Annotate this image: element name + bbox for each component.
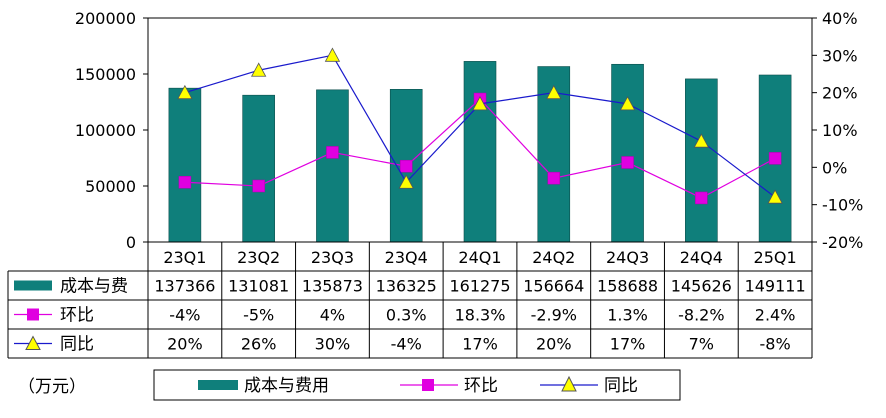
legend-marker <box>561 375 577 392</box>
left-tick-label: 100000 <box>75 121 136 140</box>
legend-swatch <box>198 380 238 390</box>
table-cell: 4% <box>320 306 345 325</box>
row-label: 同比 <box>60 335 94 355</box>
bars-layer <box>168 61 792 243</box>
table-cell: -2.9% <box>531 306 577 325</box>
point-同比-25Q1 <box>767 189 783 204</box>
point-环比-23Q2 <box>252 179 265 193</box>
point-同比-23Q3 <box>324 47 341 62</box>
table-cell: -4% <box>391 335 422 354</box>
legend: 成本与费用 环比 同比 <box>153 369 681 401</box>
bar-24Q3 <box>611 63 644 243</box>
point-环比-24Q3 <box>621 156 634 169</box>
bar-24Q1 <box>463 61 497 243</box>
point-环比-23Q1 <box>178 176 192 189</box>
table-cell: 149111 <box>745 277 806 296</box>
table-cell: 30% <box>315 335 351 354</box>
axes-layer: 0 50000 100000 150000 200000 -20% -10% 0% 10% 20%… <box>75 9 863 252</box>
left-tick-label: 50000 <box>85 177 136 196</box>
category-label: 23Q4 <box>385 248 428 267</box>
category-label: 25Q1 <box>754 248 797 267</box>
left-tick-label: 200000 <box>75 9 136 28</box>
table-cell: 131081 <box>228 277 289 296</box>
table-cell: 156664 <box>523 277 584 296</box>
point-同比-24Q2 <box>546 84 562 100</box>
right-tick-label: -20% <box>822 233 863 252</box>
point-同比-24Q3 <box>619 96 636 111</box>
table-cell: 158688 <box>597 277 658 296</box>
left-tick-label: 150000 <box>75 65 136 84</box>
row-key-swatch <box>14 280 52 291</box>
table-cell: 17% <box>462 335 498 354</box>
row-key-marker <box>25 335 41 350</box>
bar-23Q1 <box>168 87 202 243</box>
legend-label: 环比 <box>464 376 498 396</box>
bar-24Q4 <box>685 78 718 243</box>
legend-box <box>153 369 681 401</box>
category-label: 24Q4 <box>680 248 723 267</box>
point-环比-24Q2 <box>547 171 561 185</box>
unit-note: （万元） <box>18 377 86 397</box>
category-label: 23Q1 <box>163 248 206 267</box>
table-cell: 7% <box>689 335 714 354</box>
table-cell: 161275 <box>449 277 510 296</box>
right-tick-label: -10% <box>822 196 863 215</box>
table-cell: 135873 <box>302 277 363 296</box>
point-同比-23Q2 <box>250 62 267 77</box>
point-环比-23Q3 <box>326 146 339 159</box>
category-label: 24Q1 <box>458 248 501 267</box>
left-tick-label: 0 <box>126 233 136 252</box>
table-cell: 17% <box>610 335 646 354</box>
point-环比-25Q1 <box>768 152 782 165</box>
table-cell: 20% <box>167 335 203 354</box>
table-cell: 2.4% <box>755 306 796 325</box>
table-cell: -8% <box>760 335 791 354</box>
table-cell: 20% <box>536 335 572 354</box>
point-环比-23Q4 <box>399 159 413 173</box>
table-cell: -4% <box>169 306 200 325</box>
legend-label: 同比 <box>604 376 638 396</box>
point-环比-24Q4 <box>695 191 708 205</box>
table-cell: 145626 <box>671 277 732 296</box>
row-key-marker <box>27 308 39 321</box>
table-cell: -5% <box>243 306 274 325</box>
point-同比-23Q4 <box>398 174 414 189</box>
right-tick-label: 0% <box>822 158 847 177</box>
category-label: 24Q3 <box>606 248 649 267</box>
legend-marker <box>422 379 434 391</box>
bar-23Q2 <box>242 94 275 243</box>
table-cell: 26% <box>241 335 277 354</box>
table-cell: 1.3% <box>607 306 648 325</box>
right-tick-label: 40% <box>822 9 858 28</box>
right-tick-label: 30% <box>822 46 858 65</box>
bar-23Q3 <box>316 89 349 243</box>
row-label: 环比 <box>60 306 94 326</box>
legend-label: 成本与费用 <box>244 376 329 396</box>
data-table: 23Q1 23Q2 23Q3 23Q4 24Q1 24Q2 24Q3 24Q4 25Q1 成本与费… <box>7 242 813 359</box>
right-tick-label: 10% <box>822 121 858 140</box>
table-cell: 136325 <box>376 277 437 296</box>
row-label: 成本与费 <box>60 277 128 297</box>
table-cell: 18.3% <box>455 306 506 325</box>
category-label: 23Q3 <box>311 248 354 267</box>
right-tick-label: 20% <box>822 84 858 103</box>
point-同比-23Q1 <box>177 84 193 100</box>
lines-layer <box>177 47 783 205</box>
point-同比-24Q1 <box>472 96 488 111</box>
point-同比-24Q4 <box>693 133 710 148</box>
category-label: 24Q2 <box>532 248 575 267</box>
table-cell: 137366 <box>154 277 215 296</box>
table-cell: 0.3% <box>386 306 427 325</box>
category-label: 23Q2 <box>237 248 280 267</box>
table-cell: -8.2% <box>678 306 724 325</box>
